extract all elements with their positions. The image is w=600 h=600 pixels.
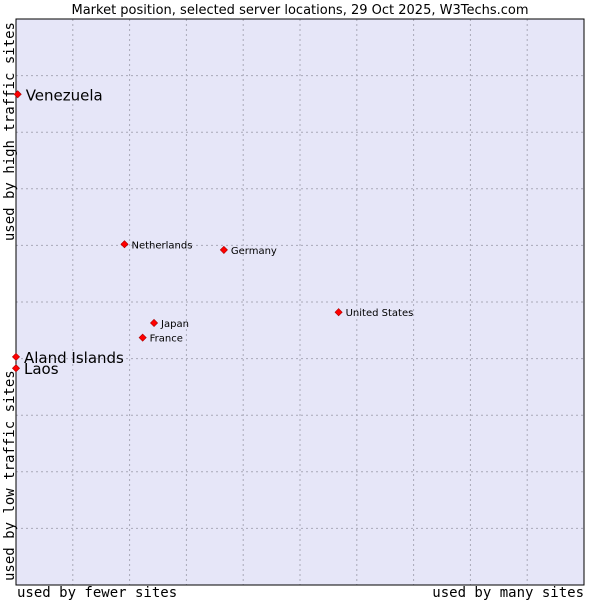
point-marker-japan <box>149 318 159 327</box>
point-label-netherlands: Netherlands <box>131 240 192 251</box>
point-marker-netherlands <box>120 240 129 249</box>
point-label-aland-islands: Aland Islands <box>24 349 124 367</box>
x-axis-label-left: used by fewer sites <box>17 585 177 600</box>
point-label-venezuela: Venezuela <box>26 86 103 104</box>
grid-lines <box>16 19 584 585</box>
point-marker-aland-islands <box>11 352 21 361</box>
point-label-laos: Laos <box>24 360 59 378</box>
point-label-united-states: United States <box>346 308 414 319</box>
x-axis-label-right: used by many sites <box>432 585 584 600</box>
chart-title: Market position, selected server locatio… <box>71 3 528 18</box>
point-label-germany: Germany <box>231 246 277 257</box>
y-axis-label-top: used by high traffic sites <box>2 22 18 241</box>
plot-border <box>15 18 585 586</box>
data-points: Venezuela Netherlands Germany United States… <box>11 86 414 378</box>
y-axis-label-bottom: used by low traffic sites <box>2 370 18 581</box>
point-marker-laos <box>11 364 21 373</box>
point-marker-germany <box>219 245 228 254</box>
point-marker-united-states <box>334 308 343 317</box>
point-marker-venezuela <box>13 90 22 99</box>
point-marker-france <box>138 333 147 342</box>
point-label-france: France <box>150 334 183 345</box>
point-label-japan: Japan <box>160 319 189 330</box>
